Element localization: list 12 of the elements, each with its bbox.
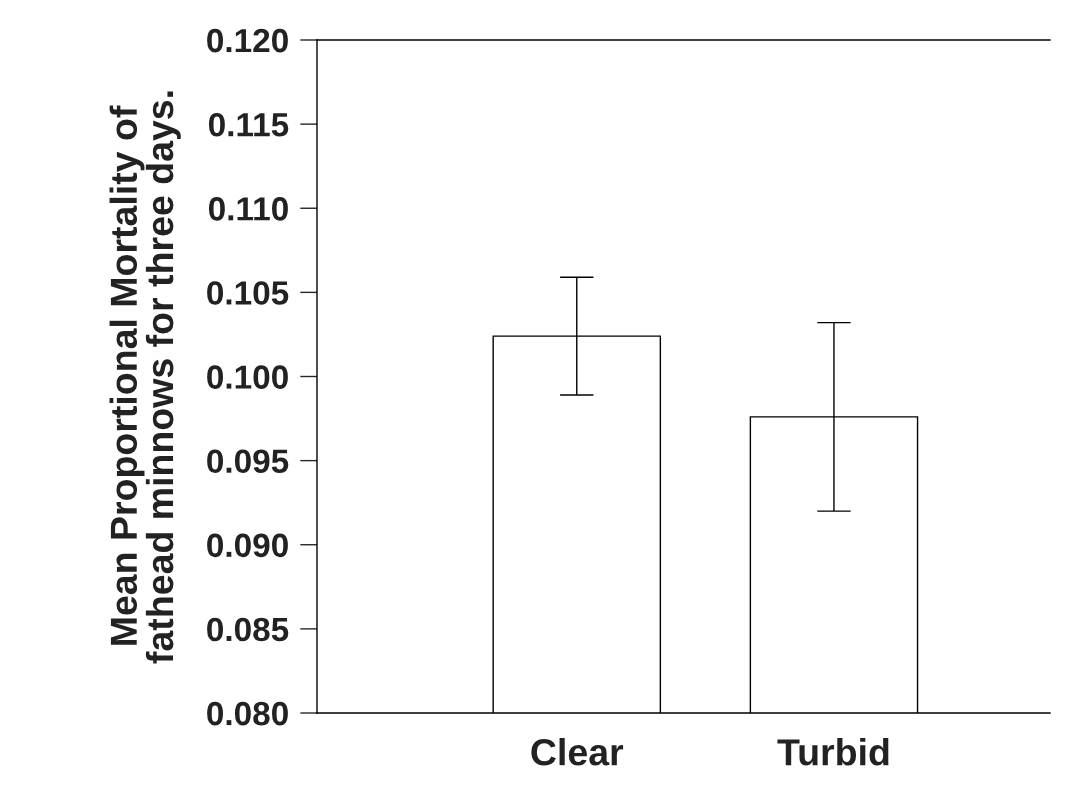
y-tick-label: 0.090 [207,533,288,558]
y-tick-label: 0.105 [207,281,289,305]
y-tick-label: 0.095 [207,449,289,474]
y-tick-label: 0.120 [207,28,288,53]
x-tick-label: Clear [531,738,624,766]
y-tick-label: 0.115 [208,112,289,137]
y-tick-label: 0.085 [207,617,289,642]
y-tick-label: 0.080 [207,701,288,726]
y-tick-label: 0.100 [207,365,288,389]
x-tick-label: Turbid [777,738,889,766]
y-tick-label: 0.110 [208,197,288,221]
y-axis-title: Mean Proportional Mortality of fathead minnows for three days. [109,91,181,664]
